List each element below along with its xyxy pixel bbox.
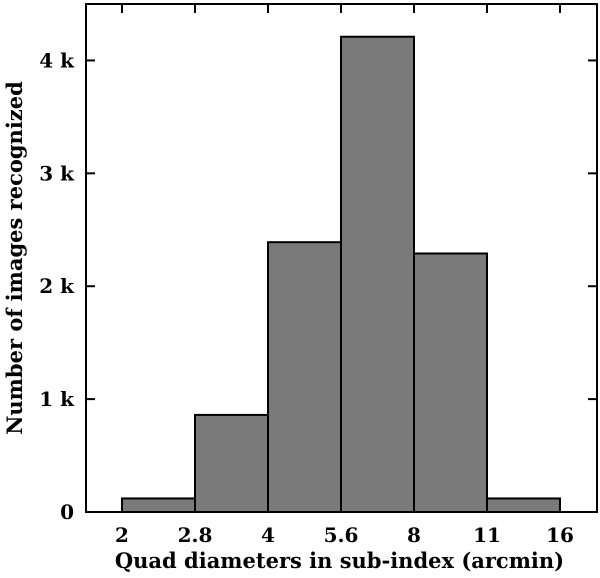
y-tick-label: 2 k — [39, 274, 75, 298]
y-axis-label: Number of images recognized — [2, 81, 27, 435]
x-tick-label: 4 — [261, 523, 275, 547]
y-tick-label: 1 k — [39, 387, 75, 411]
bar-4–5.6 — [267, 241, 342, 513]
x-axis-label: Quad diameters in sub-index (arcmin) — [115, 548, 564, 573]
bar-2.8–4 — [194, 413, 269, 513]
bars-group — [121, 35, 561, 514]
y-tick-label: 3 k — [39, 161, 75, 185]
bar-5.6–8 — [340, 35, 415, 513]
x-tick-label: 2 — [115, 523, 129, 547]
x-tick-label: 5.6 — [324, 523, 359, 547]
y-axis: 0 1 k 2 k 3 k 4 k — [39, 48, 597, 524]
bar-8–11 — [413, 252, 488, 514]
bar-11–16 — [486, 497, 561, 514]
x-tick-label: 8 — [407, 523, 421, 547]
y-tick-label: 4 k — [39, 48, 75, 72]
y-tick-label: 0 — [60, 500, 74, 524]
x-tick-label: 2.8 — [178, 523, 213, 547]
x-axis: 2 2.8 4 5.6 8 11 16 — [115, 4, 574, 547]
bar-2–2.8 — [121, 497, 196, 514]
x-tick-label: 11 — [473, 523, 501, 547]
x-tick-label: 16 — [546, 523, 574, 547]
